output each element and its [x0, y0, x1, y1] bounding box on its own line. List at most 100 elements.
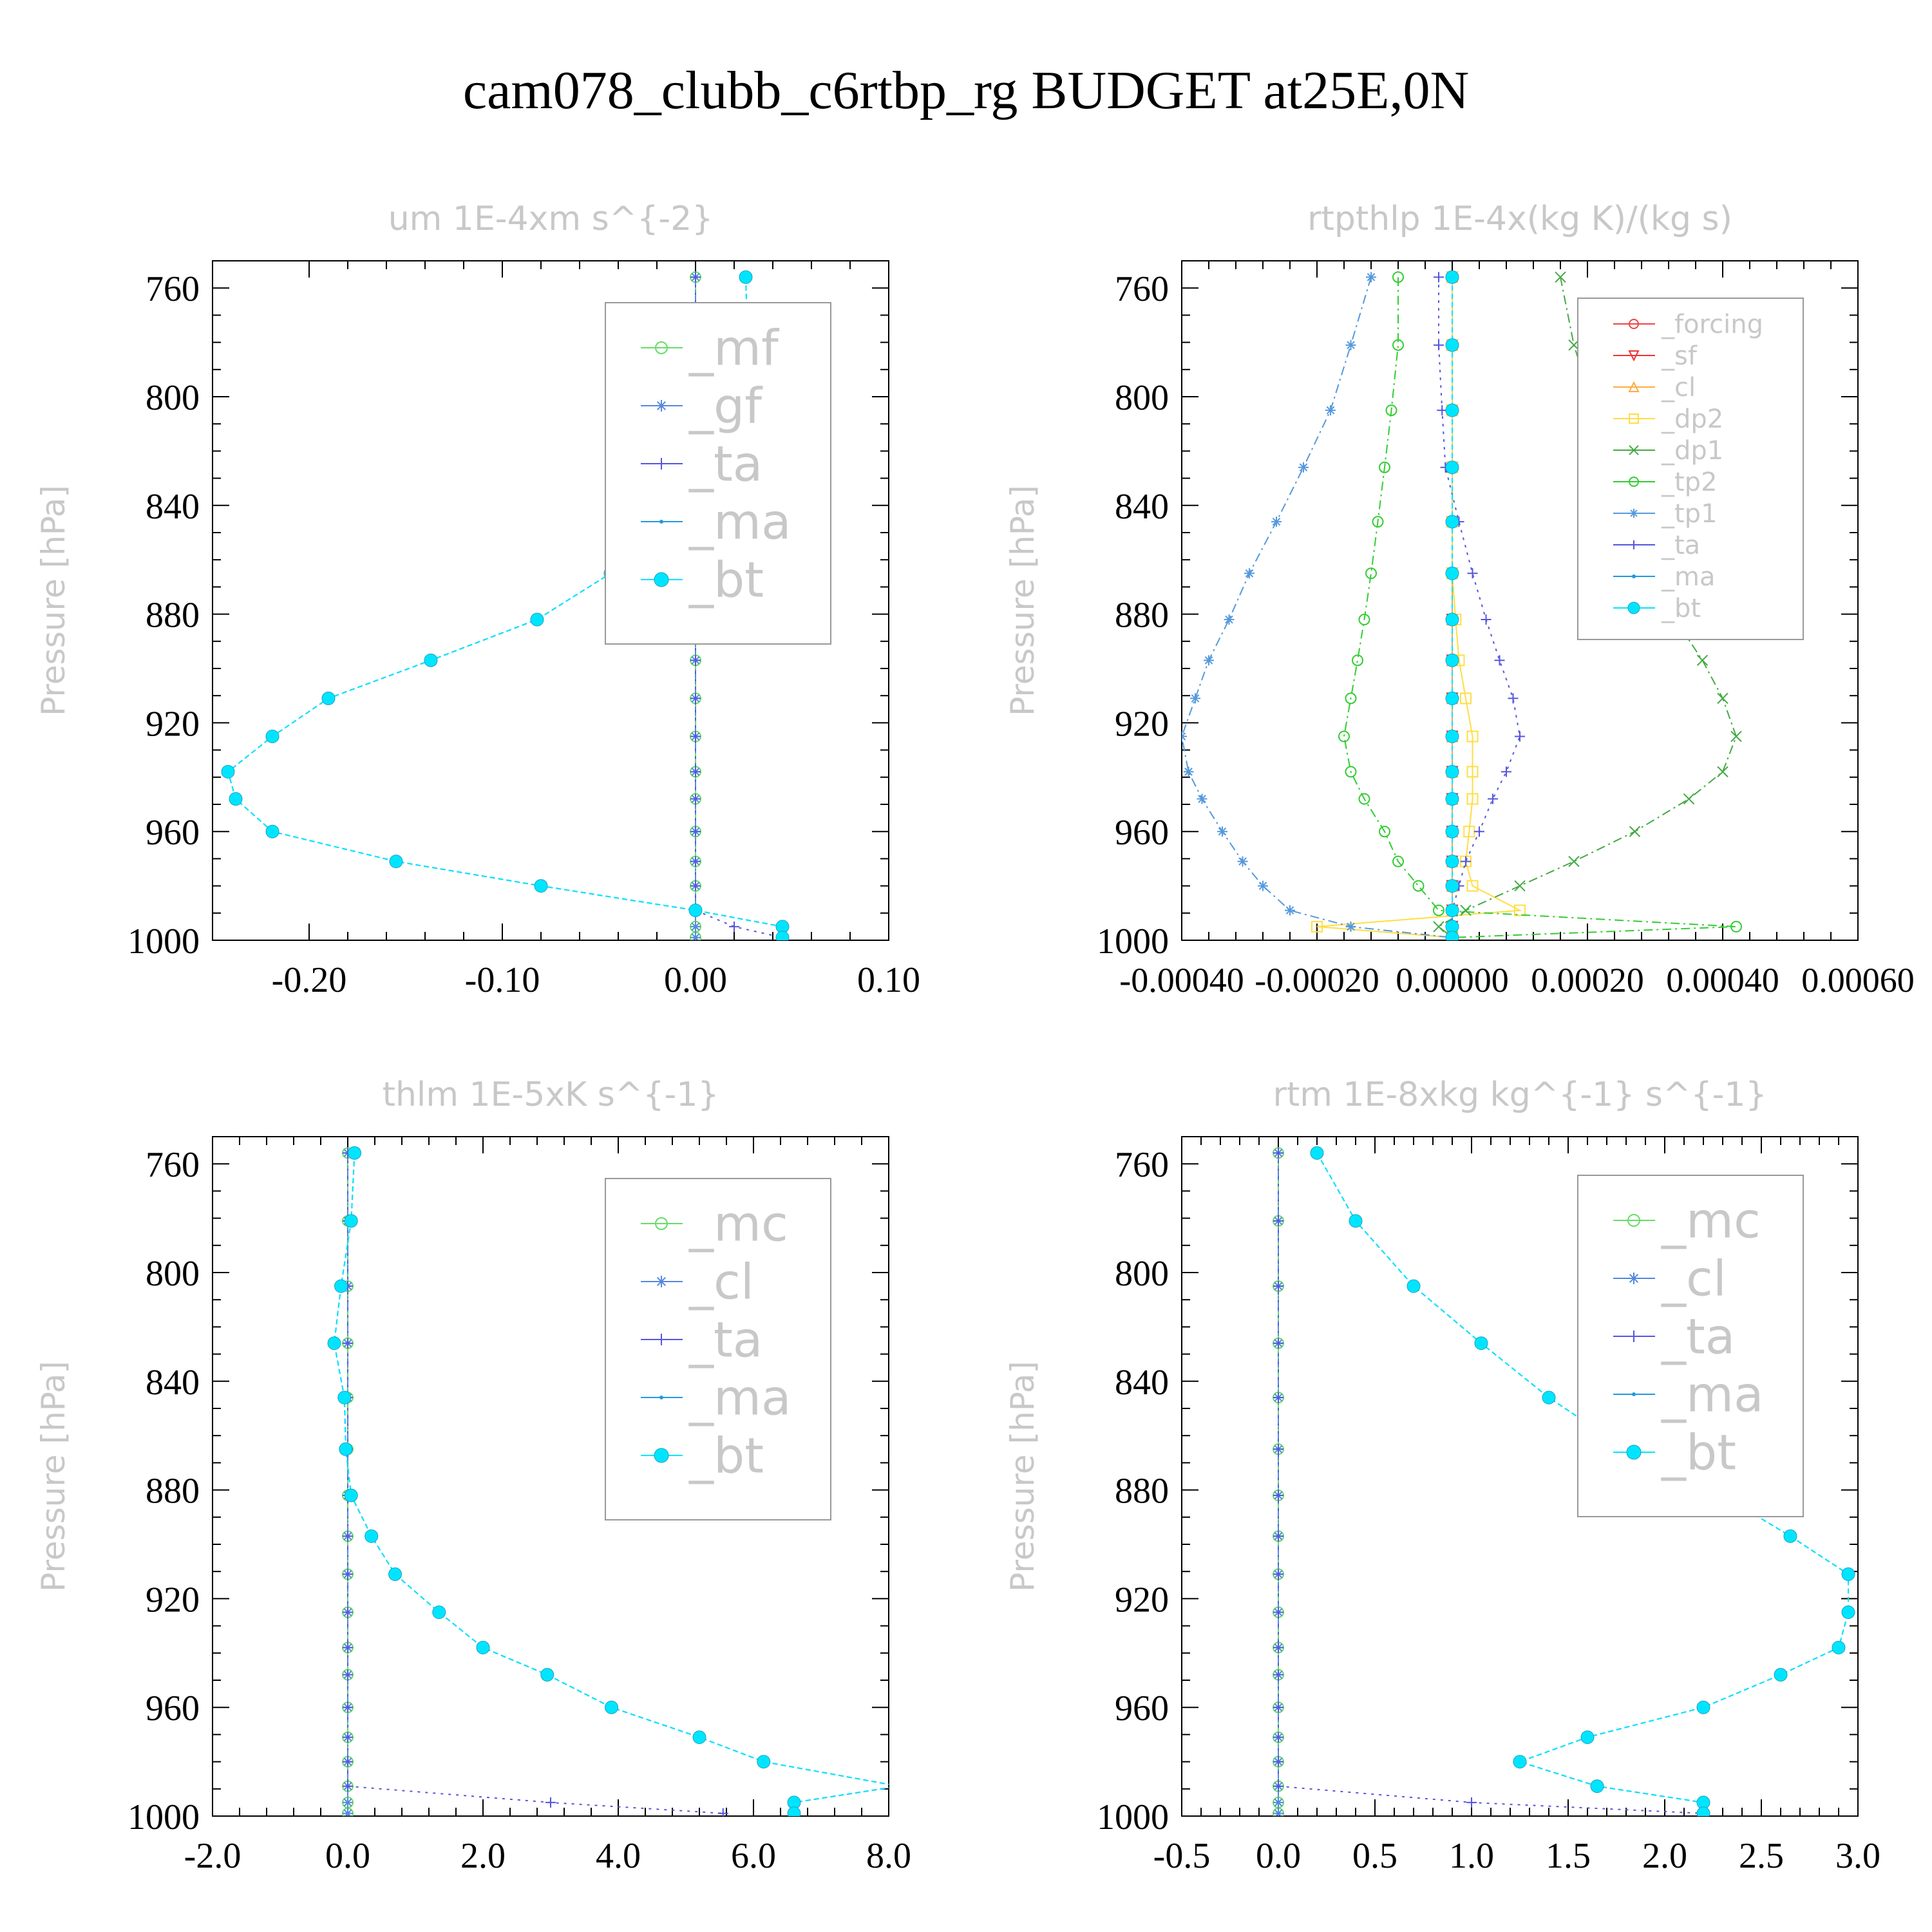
data-point — [1197, 793, 1208, 804]
data-point — [1273, 1797, 1283, 1808]
legend-label: _dp2 — [1661, 404, 1723, 434]
data-point — [1365, 567, 1377, 580]
data-point — [343, 1808, 353, 1816]
data-point — [1412, 880, 1425, 892]
legend-marker — [1629, 509, 1638, 518]
data-point — [1358, 614, 1370, 626]
y-tick-label: 800 — [146, 378, 200, 418]
data-point — [1379, 826, 1390, 838]
data-point — [1568, 855, 1580, 867]
legend-marker — [1626, 1444, 1642, 1460]
plot-frame — [212, 260, 889, 941]
legend-label: _ta — [1661, 1308, 1735, 1365]
data-point — [787, 1806, 801, 1816]
data-point — [343, 1642, 353, 1653]
legend-label: _mc — [688, 1195, 788, 1253]
data-point — [1717, 766, 1728, 778]
y-tick-label: 920 — [1115, 704, 1169, 744]
data-point — [530, 612, 544, 627]
data-point — [757, 1755, 771, 1769]
data-point — [1273, 1702, 1283, 1713]
data-point — [1434, 339, 1444, 350]
data-point — [388, 1567, 402, 1581]
data-point — [1273, 1607, 1283, 1618]
panel-title: thlm 1E-5xK s^{-1} — [383, 1075, 719, 1114]
data-point — [1298, 462, 1309, 473]
legend-label: _ma — [688, 493, 791, 551]
data-point — [775, 931, 790, 940]
panel-title: rtpthlp 1E-4x(kg K)/(kg s) — [1307, 200, 1732, 238]
data-point — [265, 730, 279, 743]
data-point — [1513, 1755, 1527, 1769]
legend-marker — [659, 520, 663, 524]
legend: _mc_cl_ta_ma_bt — [1577, 1175, 1804, 1517]
data-point — [690, 856, 701, 867]
data-point — [1345, 339, 1356, 350]
data-point — [690, 880, 701, 891]
legend-label: _ma — [688, 1369, 791, 1426]
legend-label: _dp1 — [1661, 436, 1723, 466]
data-point — [1696, 1700, 1710, 1714]
legend-marker — [1629, 413, 1639, 424]
legend-marker — [1632, 574, 1636, 578]
panel-title: rtm 1E-8xkg kg^{-1} s^{-1} — [1273, 1075, 1766, 1114]
data-point — [343, 1531, 353, 1542]
data-point — [1445, 403, 1459, 417]
legend-label: _gf — [688, 377, 763, 435]
legend-label: _ma — [1661, 562, 1715, 592]
data-point — [1258, 880, 1268, 891]
legend-label: _mc — [1661, 1192, 1761, 1249]
x-tick-label: 2.0 — [1642, 1836, 1687, 1876]
y-tick-label: 1000 — [128, 922, 200, 961]
data-point — [1466, 730, 1479, 743]
data-point — [729, 921, 739, 932]
data-point — [1392, 271, 1404, 283]
series-line — [1438, 277, 1521, 938]
legend-marker — [656, 1334, 667, 1345]
x-tick-label: 2.5 — [1739, 1836, 1784, 1876]
data-point — [389, 855, 403, 869]
data-point — [1494, 655, 1505, 666]
data-point — [1783, 1529, 1797, 1543]
legend-label: _bt — [688, 551, 764, 609]
series-line — [333, 1153, 889, 1814]
data-point — [343, 1338, 353, 1349]
data-point — [1445, 270, 1459, 284]
x-tick-label: 4.0 — [596, 1836, 641, 1876]
data-point — [339, 1442, 353, 1456]
data-point — [1515, 731, 1525, 742]
data-point — [1514, 904, 1526, 916]
legend-label: _tp2 — [1661, 468, 1718, 497]
legend-marker — [654, 1448, 669, 1463]
series-group — [1273, 1146, 1855, 1816]
data-point — [1461, 856, 1471, 867]
y-tick-label: 840 — [146, 1363, 200, 1403]
y-axis-label: Pressure [hPa] — [1004, 485, 1041, 716]
legend-label: _bt — [1661, 1424, 1736, 1481]
data-point — [1501, 766, 1511, 777]
data-point — [690, 793, 701, 804]
data-point — [1445, 460, 1459, 475]
legend-label: _cl — [1661, 373, 1696, 402]
legend-marker — [1628, 1273, 1640, 1284]
data-point — [1273, 1732, 1283, 1743]
data-point — [343, 1732, 353, 1743]
data-point — [534, 879, 548, 893]
legend-marker — [1627, 1214, 1640, 1227]
data-point — [1217, 826, 1227, 837]
y-tick-label: 800 — [1115, 1254, 1169, 1294]
data-point — [365, 1529, 379, 1543]
data-point — [1273, 1669, 1283, 1680]
data-point — [1696, 1806, 1710, 1816]
data-point — [1406, 1279, 1421, 1293]
x-tick-label: 0.5 — [1352, 1836, 1397, 1876]
data-point — [343, 1669, 353, 1680]
legend-label: _forcing — [1661, 310, 1763, 339]
legend-box — [605, 302, 831, 645]
data-point — [321, 691, 336, 705]
data-point — [1580, 1730, 1595, 1745]
data-point — [1445, 730, 1459, 743]
legend-box — [605, 1178, 831, 1520]
data-point — [897, 1785, 901, 1788]
data-point — [1445, 931, 1459, 940]
